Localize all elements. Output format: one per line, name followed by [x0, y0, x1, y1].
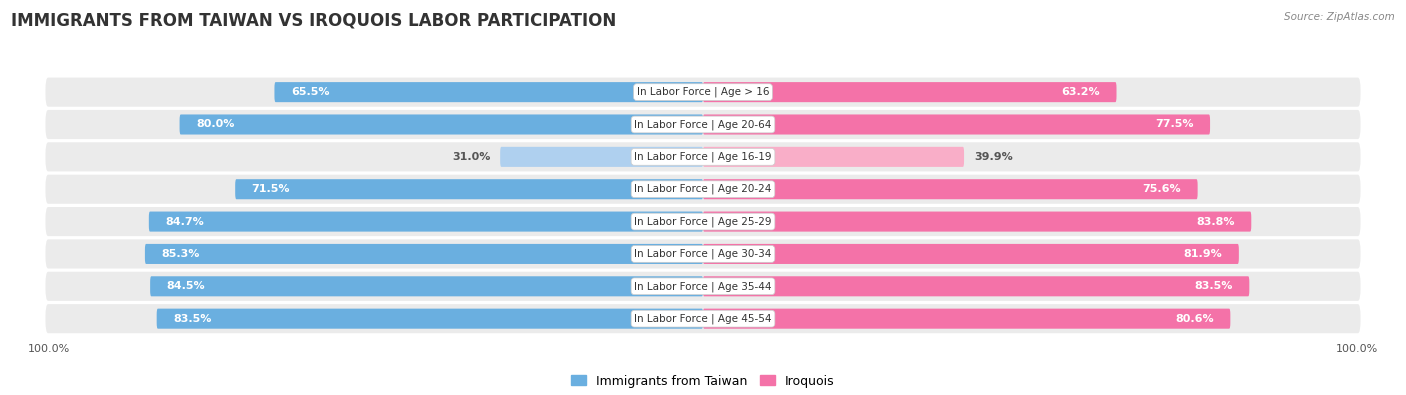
Text: 75.6%: 75.6%: [1143, 184, 1181, 194]
FancyBboxPatch shape: [150, 276, 703, 296]
FancyBboxPatch shape: [149, 212, 703, 231]
FancyBboxPatch shape: [45, 207, 1361, 236]
FancyBboxPatch shape: [703, 82, 1116, 102]
Text: In Labor Force | Age 20-64: In Labor Force | Age 20-64: [634, 119, 772, 130]
FancyBboxPatch shape: [703, 244, 1239, 264]
Text: 31.0%: 31.0%: [451, 152, 491, 162]
Text: 81.9%: 81.9%: [1184, 249, 1222, 259]
FancyBboxPatch shape: [145, 244, 703, 264]
Text: 71.5%: 71.5%: [252, 184, 290, 194]
FancyBboxPatch shape: [703, 179, 1198, 199]
Text: In Labor Force | Age 16-19: In Labor Force | Age 16-19: [634, 152, 772, 162]
Text: 83.5%: 83.5%: [1195, 281, 1233, 291]
FancyBboxPatch shape: [501, 147, 703, 167]
Text: In Labor Force | Age 20-24: In Labor Force | Age 20-24: [634, 184, 772, 194]
Text: 83.5%: 83.5%: [173, 314, 211, 324]
Text: 84.5%: 84.5%: [166, 281, 205, 291]
FancyBboxPatch shape: [703, 276, 1250, 296]
FancyBboxPatch shape: [45, 110, 1361, 139]
FancyBboxPatch shape: [274, 82, 703, 102]
FancyBboxPatch shape: [45, 239, 1361, 269]
Text: 65.5%: 65.5%: [291, 87, 329, 97]
FancyBboxPatch shape: [45, 304, 1361, 333]
Text: 84.7%: 84.7%: [165, 216, 204, 227]
Legend: Immigrants from Taiwan, Iroquois: Immigrants from Taiwan, Iroquois: [567, 370, 839, 393]
Text: 39.9%: 39.9%: [974, 152, 1012, 162]
Text: In Labor Force | Age 25-29: In Labor Force | Age 25-29: [634, 216, 772, 227]
FancyBboxPatch shape: [703, 308, 1230, 329]
Text: 77.5%: 77.5%: [1156, 120, 1194, 130]
Text: 85.3%: 85.3%: [162, 249, 200, 259]
Text: 83.8%: 83.8%: [1197, 216, 1234, 227]
FancyBboxPatch shape: [45, 175, 1361, 204]
Text: Source: ZipAtlas.com: Source: ZipAtlas.com: [1284, 12, 1395, 22]
Text: 80.0%: 80.0%: [195, 120, 235, 130]
Text: 63.2%: 63.2%: [1062, 87, 1099, 97]
FancyBboxPatch shape: [703, 115, 1211, 135]
Text: In Labor Force | Age 35-44: In Labor Force | Age 35-44: [634, 281, 772, 292]
FancyBboxPatch shape: [180, 115, 703, 135]
Text: In Labor Force | Age 45-54: In Labor Force | Age 45-54: [634, 313, 772, 324]
FancyBboxPatch shape: [45, 272, 1361, 301]
FancyBboxPatch shape: [156, 308, 703, 329]
FancyBboxPatch shape: [45, 142, 1361, 171]
Text: In Labor Force | Age > 16: In Labor Force | Age > 16: [637, 87, 769, 98]
Text: 80.6%: 80.6%: [1175, 314, 1213, 324]
FancyBboxPatch shape: [703, 147, 965, 167]
FancyBboxPatch shape: [235, 179, 703, 199]
Text: IMMIGRANTS FROM TAIWAN VS IROQUOIS LABOR PARTICIPATION: IMMIGRANTS FROM TAIWAN VS IROQUOIS LABOR…: [11, 12, 616, 30]
Text: In Labor Force | Age 30-34: In Labor Force | Age 30-34: [634, 249, 772, 259]
FancyBboxPatch shape: [703, 212, 1251, 231]
FancyBboxPatch shape: [45, 77, 1361, 107]
